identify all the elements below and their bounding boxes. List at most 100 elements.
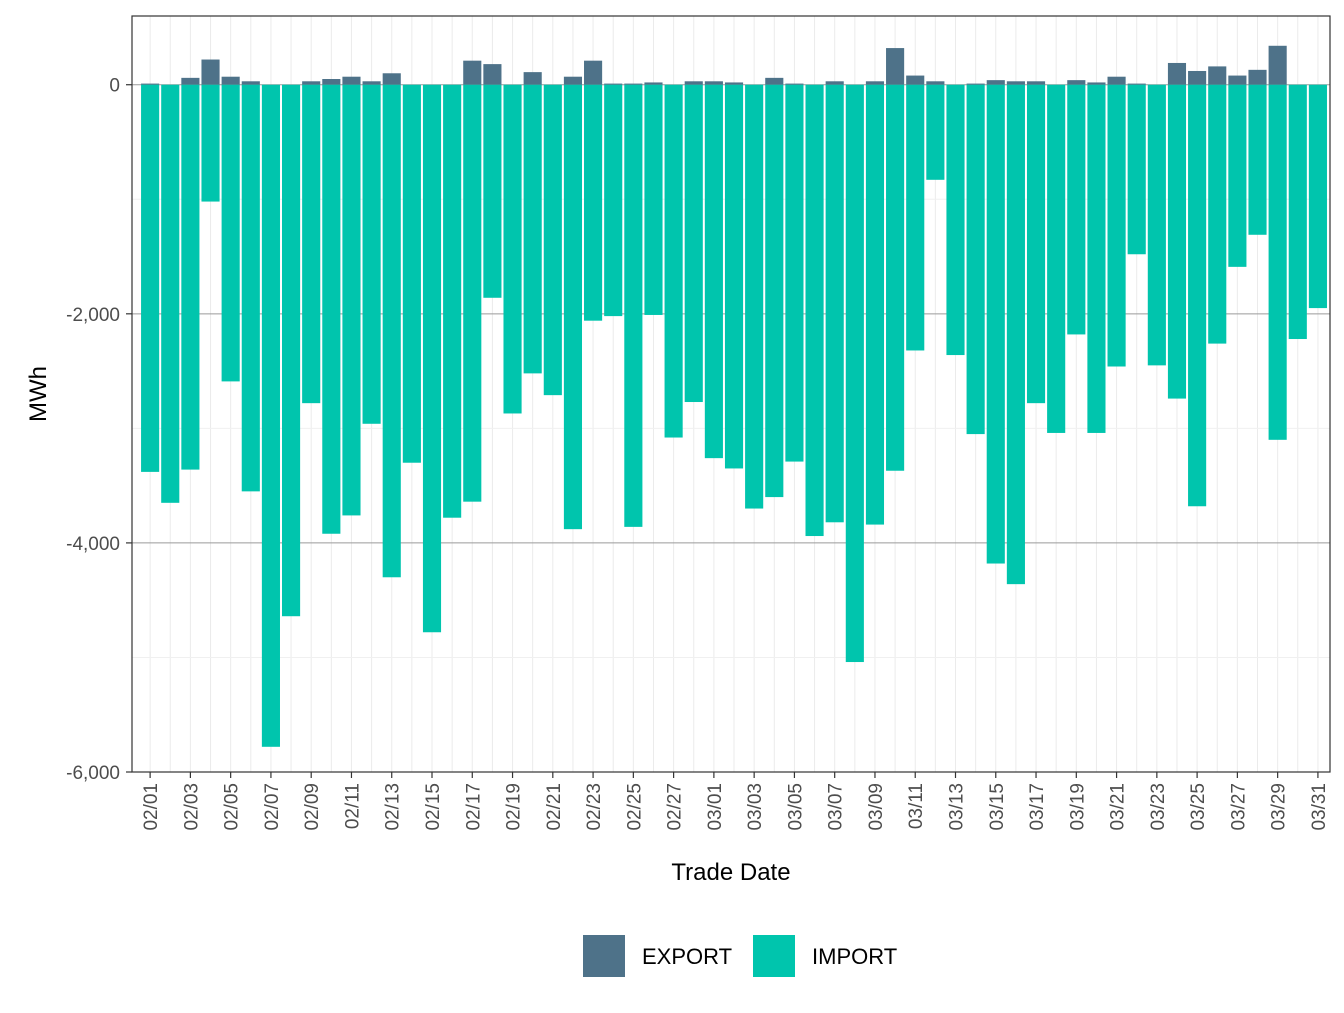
export-bar-02-23	[584, 60, 603, 85]
x-tick-label: 02/17	[463, 783, 484, 831]
export-bar-03-16	[1006, 81, 1025, 85]
x-tick-label: 02/15	[423, 783, 444, 831]
import-bar-03-07	[825, 84, 844, 523]
import-bar-03-16	[1006, 84, 1025, 585]
x-tick-label: 02/13	[383, 783, 404, 831]
export-bar-02-03	[181, 77, 200, 85]
export-bar-02-12	[362, 81, 381, 85]
y-tick-label: -2,000	[66, 305, 120, 326]
import-bar-03-03	[745, 84, 764, 509]
import-bar-02-09	[302, 84, 321, 404]
x-tick-label: 03/29	[1269, 783, 1290, 831]
import-bar-02-17	[463, 84, 482, 502]
import-bar-03-06	[805, 84, 824, 537]
export-bar-03-24	[1167, 62, 1187, 85]
import-bar-03-25	[1188, 84, 1207, 507]
x-tick-label: 03/07	[826, 783, 847, 831]
export-bar-03-02	[724, 82, 744, 85]
export-bar-02-13	[382, 73, 401, 85]
x-tick-label: 03/21	[1108, 783, 1129, 831]
import-bar-03-29	[1268, 84, 1287, 440]
legend-key-import	[753, 935, 795, 977]
export-bar-02-22	[563, 76, 583, 85]
export-bar-03-26	[1208, 66, 1227, 85]
export-bar-02-24	[604, 83, 623, 85]
x-tick-label: 02/23	[584, 783, 605, 831]
import-bar-02-22	[563, 84, 583, 530]
export-bar-03-04	[765, 77, 784, 85]
export-bar-03-25	[1188, 70, 1207, 85]
import-bar-02-01	[141, 84, 160, 472]
import-bar-02-25	[624, 84, 643, 527]
export-bar-03-09	[865, 81, 885, 85]
import-bar-03-26	[1208, 84, 1227, 344]
x-tick-label: 03/03	[745, 783, 766, 831]
legend-label-export: EXPORT	[642, 944, 732, 969]
import-bar-02-02	[161, 84, 180, 503]
import-bar-03-30	[1288, 84, 1307, 340]
x-tick-label: 03/01	[705, 783, 726, 831]
import-bar-03-14	[966, 84, 985, 435]
import-bar-02-04	[201, 84, 220, 202]
import-bar-02-03	[181, 84, 200, 470]
import-bar-03-13	[946, 84, 965, 356]
import-bar-03-22	[1127, 84, 1146, 255]
export-bar-03-07	[825, 81, 844, 85]
x-tick-label: 02/05	[222, 783, 243, 831]
x-tick-label: 03/15	[987, 783, 1008, 831]
import-bar-02-14	[402, 84, 421, 463]
import-bar-02-06	[241, 84, 260, 492]
import-bar-03-18	[1047, 84, 1066, 433]
import-bar-02-27	[664, 84, 683, 438]
y-tick-label: -6,000	[66, 763, 120, 784]
export-bar-02-17	[463, 60, 482, 85]
export-bar-02-01	[141, 83, 160, 85]
import-bar-02-12	[362, 84, 381, 424]
export-bar-03-20	[1087, 82, 1106, 85]
x-tick-label: 03/11	[906, 783, 927, 829]
y-axis-title: MWh	[25, 366, 52, 422]
import-bar-02-28	[684, 84, 703, 403]
export-bar-03-10	[886, 48, 905, 85]
export-bar-03-21	[1107, 76, 1126, 85]
import-bar-03-12	[926, 84, 945, 180]
x-tick-label: 03/31	[1309, 783, 1330, 831]
export-bar-02-10	[322, 79, 341, 85]
y-tick-label: 0	[109, 76, 120, 97]
export-bar-03-28	[1248, 69, 1267, 85]
export-bar-02-20	[523, 72, 542, 85]
export-bar-02-11	[342, 76, 361, 85]
import-bar-03-15	[986, 84, 1005, 564]
import-bar-02-11	[342, 84, 361, 516]
import-bar-02-18	[483, 84, 502, 298]
export-bar-03-11	[906, 75, 925, 85]
export-bar-02-06	[241, 81, 260, 85]
x-tick-label: 03/19	[1067, 783, 1088, 831]
import-bar-03-19	[1067, 84, 1086, 335]
import-bar-03-04	[765, 84, 784, 498]
import-bar-02-19	[503, 84, 522, 414]
export-bar-02-25	[624, 83, 643, 85]
import-bar-02-05	[221, 84, 240, 382]
import-bar-02-07	[261, 84, 280, 747]
x-tick-label: 03/09	[866, 783, 887, 831]
import-bar-02-13	[382, 84, 401, 578]
x-tick-label: 03/27	[1228, 783, 1249, 831]
x-tick-label: 02/03	[181, 783, 202, 831]
export-bar-03-22	[1127, 83, 1146, 85]
import-bar-02-21	[543, 84, 562, 396]
import-bar-03-11	[906, 84, 925, 351]
export-bar-03-15	[986, 80, 1005, 85]
x-tick-label: 03/05	[785, 783, 806, 831]
import-bar-03-17	[1026, 84, 1046, 404]
import-bar-03-02	[724, 84, 744, 469]
legend-key-export	[583, 935, 625, 977]
x-tick-label: 03/13	[946, 783, 967, 831]
x-tick-label: 02/25	[624, 783, 645, 831]
export-bar-02-28	[684, 81, 703, 85]
import-bar-03-28	[1248, 84, 1267, 235]
x-tick-label: 03/25	[1188, 783, 1209, 831]
x-tick-label: 02/09	[302, 783, 323, 831]
x-axis-title: Trade Date	[671, 859, 790, 886]
export-bar-02-18	[483, 64, 502, 85]
